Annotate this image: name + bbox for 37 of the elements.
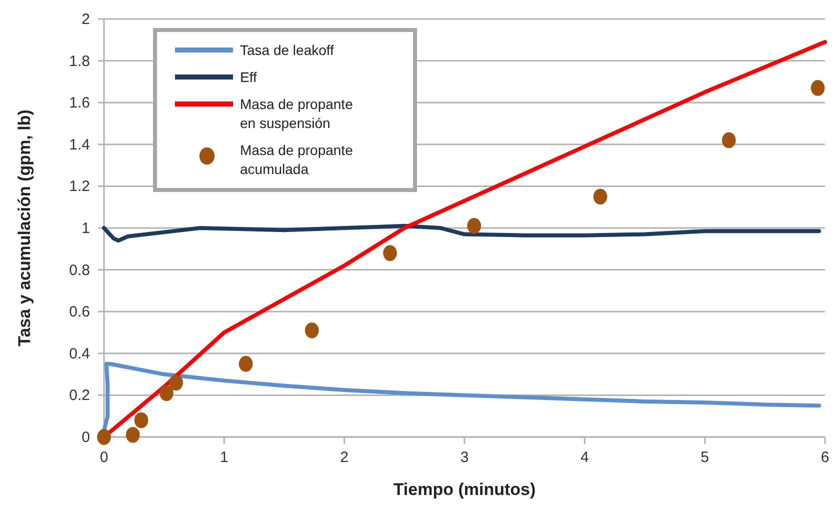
y-tick-label: 1.8 <box>69 52 90 70</box>
x-tick-label: 4 <box>580 449 589 466</box>
y-tick-label: 0.4 <box>69 345 90 362</box>
y-tick-label: 0.6 <box>69 304 90 321</box>
x-tick-label: 5 <box>700 449 710 466</box>
line-series <box>102 224 821 243</box>
point <box>238 356 253 372</box>
point <box>126 426 140 443</box>
point <box>169 374 184 391</box>
point <box>722 132 736 148</box>
y-tick-label: 0.8 <box>69 262 90 279</box>
y-tick-label: 0.2 <box>69 387 90 404</box>
x-axis-title: Tiempo (minutos) <box>393 480 536 499</box>
y-tick-label: 0 <box>82 429 90 446</box>
point <box>593 188 608 205</box>
x-tick-label: 3 <box>460 449 469 466</box>
x-tick-label: 0 <box>100 449 108 466</box>
point <box>810 80 825 96</box>
point <box>304 322 319 338</box>
x-tick-label: 6 <box>820 449 830 466</box>
legend-label: Masa de propante en suspensión <box>240 96 354 131</box>
point <box>383 245 397 262</box>
point <box>134 412 148 428</box>
y-tick-label: 2 <box>82 11 90 28</box>
y-tick-label: 1.4 <box>69 136 90 154</box>
point <box>160 385 174 402</box>
x-tick-label: 2 <box>340 449 349 466</box>
x-tick-label: 1 <box>220 449 228 466</box>
y-tick-label: 1 <box>82 220 90 237</box>
y-axis-title: Tasa y acumulación (gpm, lb) <box>15 110 34 346</box>
y-tick-label: 1.6 <box>69 94 90 112</box>
legend-label: Eff <box>240 69 257 85</box>
point <box>467 218 482 234</box>
legend-label: Tasa de leakoff <box>240 42 334 58</box>
point <box>97 429 111 445</box>
legend-label: Masa de propante acumulada <box>240 142 354 177</box>
y-tick-label: 1.2 <box>69 178 90 196</box>
